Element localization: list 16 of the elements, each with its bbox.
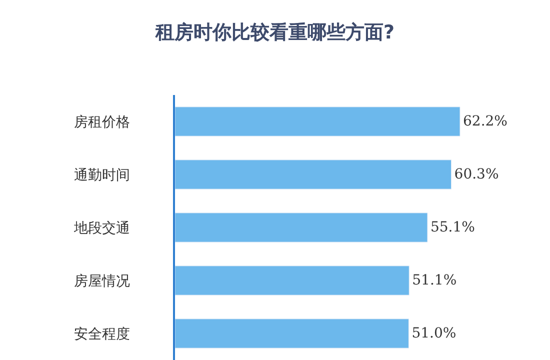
- data-label: 55.1%: [430, 220, 475, 236]
- y-tick-label: 房屋情况: [74, 273, 130, 290]
- y-tick-label: 通勤时间: [74, 167, 130, 184]
- bar: [175, 106, 460, 136]
- data-label: 62.2%: [463, 114, 508, 130]
- data-label: 51.0%: [412, 326, 456, 342]
- data-label: 60.3%: [454, 166, 499, 182]
- data-label: 51.1%: [412, 272, 457, 289]
- bar: [175, 266, 410, 296]
- chart-title: 租房时你比较看重哪些方面?: [154, 22, 395, 44]
- bar: [175, 212, 428, 242]
- bar: [175, 318, 409, 348]
- y-tick-label: 安全程度: [74, 326, 130, 342]
- bar: [175, 160, 452, 190]
- y-tick-label: 房租价格: [74, 114, 130, 130]
- y-tick-label: 地段交通: [73, 220, 130, 236]
